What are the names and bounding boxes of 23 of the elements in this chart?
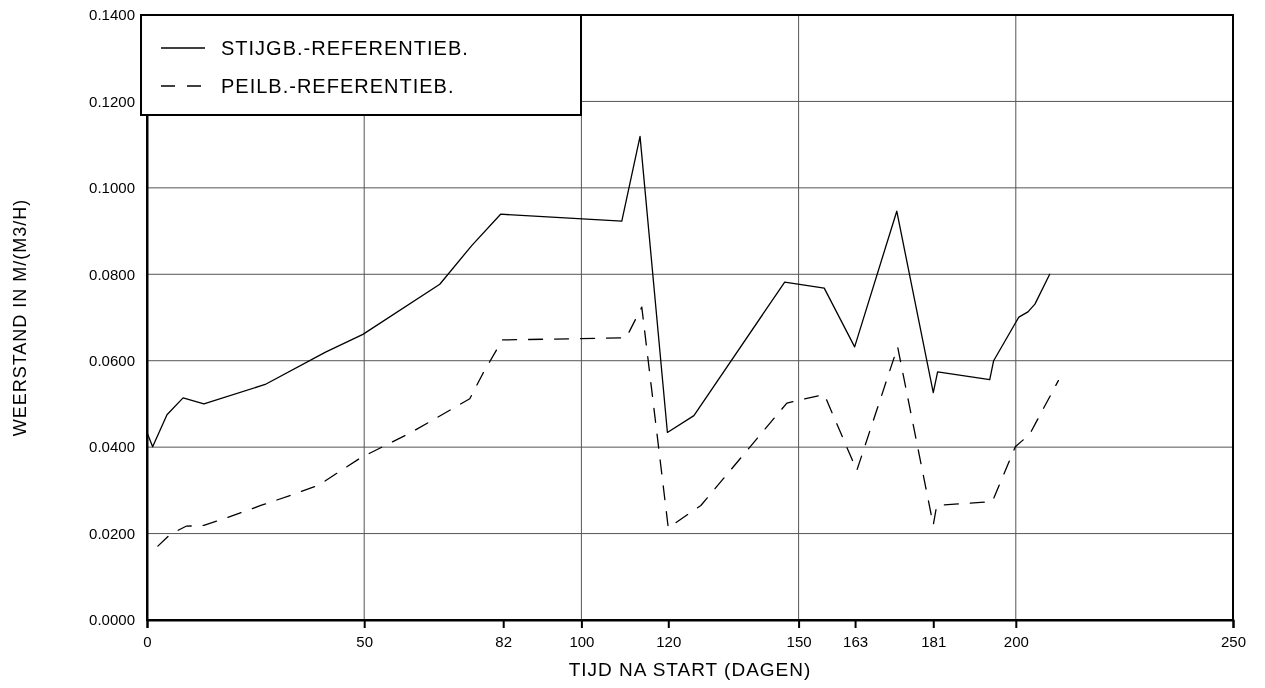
x-tick-label: 50 — [356, 632, 374, 650]
y-tick-label: 0.0800 — [89, 265, 135, 283]
x-axis-title: TIJD NA START (DAGEN) — [568, 659, 812, 680]
y-tick-label: 0.0000 — [89, 611, 135, 629]
y-axis-title: WEERSTAND IN M/(M3/H) — [10, 198, 30, 437]
legend-label: PEILB.-REFERENTIEB. — [221, 75, 455, 97]
x-tick-label: 82 — [495, 632, 513, 650]
y-tick-label: 0.1000 — [89, 179, 135, 197]
x-tick-label: 120 — [656, 632, 682, 650]
y-tick-label: 0.0600 — [89, 352, 135, 370]
x-tick-label: 250 — [1220, 632, 1247, 650]
y-tick-label: 0.0200 — [89, 524, 135, 542]
x-tick-label: 150 — [786, 632, 812, 650]
y-tick-label: 0.0400 — [89, 438, 135, 456]
x-tick-label: 200 — [1003, 632, 1029, 650]
y-tick-label: 0.1200 — [89, 92, 135, 110]
x-tick-label: 163 — [843, 632, 869, 650]
x-tick-label: 100 — [569, 632, 595, 650]
x-tick-label: 181 — [921, 632, 947, 650]
y-tick-label: 0.1400 — [89, 6, 135, 24]
legend-label: STIJGB.-REFERENTIEB. — [221, 37, 469, 59]
x-tick-label: 0 — [143, 632, 152, 650]
line-series — [157, 306, 1060, 547]
